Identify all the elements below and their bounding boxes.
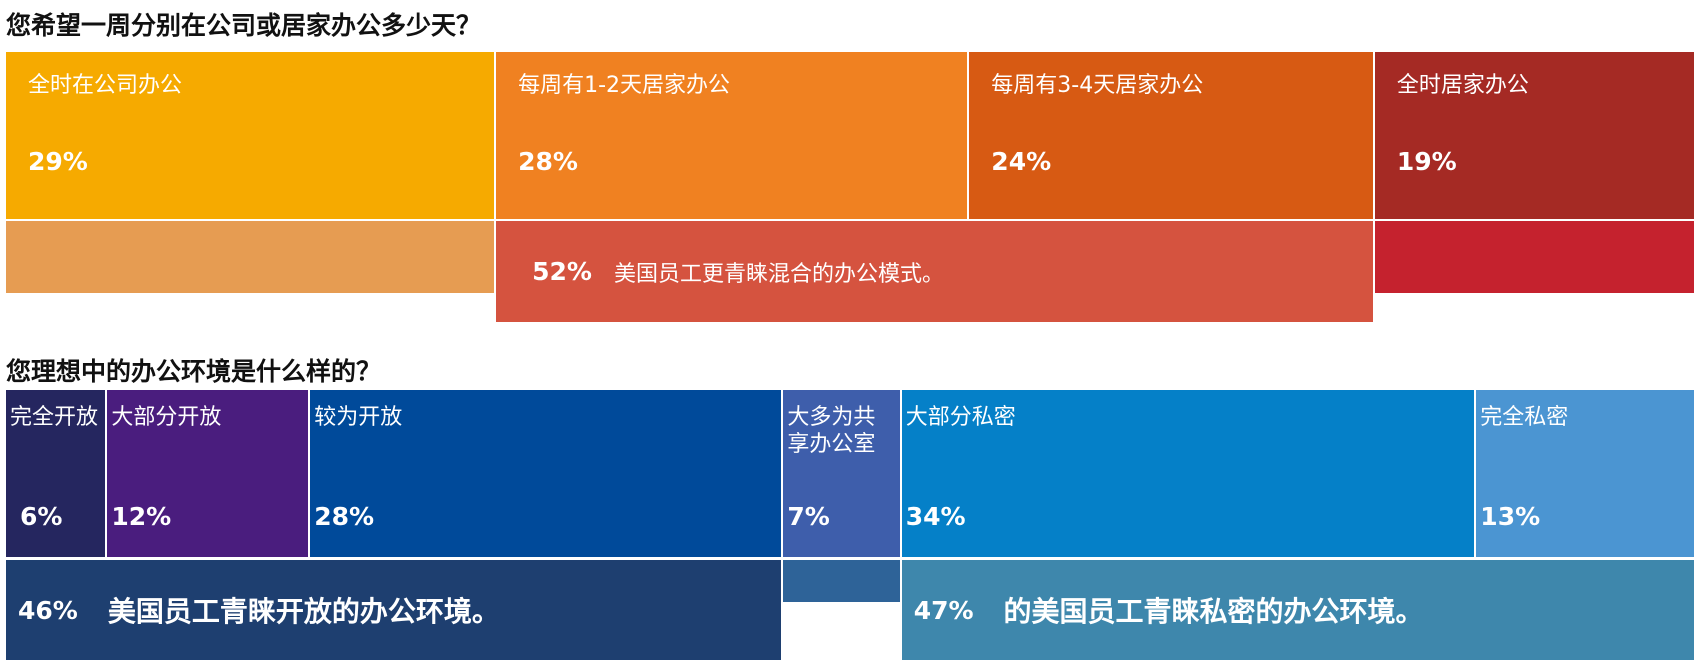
segment: 完全私密 13% [1476,390,1694,557]
value-label: 24% [991,147,1052,176]
segment: 每周有3-4天居家办公 24% [969,52,1373,219]
segment: 大多为共享办公室 7% [783,390,900,557]
chart-title: 您希望一周分别在公司或居家办公多少天？ [6,11,482,40]
value-label: 13% [1480,502,1541,531]
value-label: 28% [314,502,375,531]
category-label: 大多为共享办公室 [787,405,876,457]
summary-value: 52% [532,257,592,286]
segment: 每周有1-2天居家办公 28% [496,52,968,219]
value-label: 28% [518,147,578,176]
chart-title: 您理想中的办公环境是什么样的？ [6,357,382,386]
filler-bar [6,221,495,293]
segment: 较为开放 28% [310,390,782,557]
category-label: 全时居家办公 [1396,73,1529,98]
category-label: 大部分私密 [905,405,1016,430]
value-label: 7% [787,502,830,531]
filler-bar [783,560,900,602]
summary-value: 46% [18,595,78,625]
summary-text: 美国员工青睐开放的办公环境。 [107,595,500,628]
filler-bar [1374,221,1694,293]
segment: 大部分私密 34% [901,390,1475,557]
value-label: 34% [905,502,966,531]
category-label: 完全开放 [10,405,99,430]
value-label: 6% [20,502,63,531]
summary-bar: 46% 美国员工青睐开放的办公环境。 [6,560,782,660]
category-label: 每周有3-4天居家办公 [991,73,1204,98]
summary-text: 美国员工更青睐混合的办公模式。 [613,261,944,287]
summary-value: 47% [913,595,974,625]
category-label: 完全私密 [1480,405,1569,430]
summary-bar: 52% 美国员工更青睐混合的办公模式。 [496,221,1373,322]
category-label: 大部分开放 [111,405,222,430]
segment: 完全开放 6% [6,390,106,557]
value-label: 19% [1396,147,1457,176]
category-label: 每周有1-2天居家办公 [518,73,731,98]
value-label: 12% [111,502,172,531]
segment: 大部分开放 12% [107,390,309,557]
category-label: 全时在公司办公 [28,73,183,98]
segment: 全时居家办公 19% [1374,52,1694,219]
summary-text: 的美国员工青睐私密的办公环境。 [1003,595,1424,628]
segment: 全时在公司办公 29% [6,52,495,219]
summary-bar: 47% 的美国员工青睐私密的办公环境。 [901,560,1694,660]
value-label: 29% [28,147,88,176]
category-label: 较为开放 [314,405,403,430]
